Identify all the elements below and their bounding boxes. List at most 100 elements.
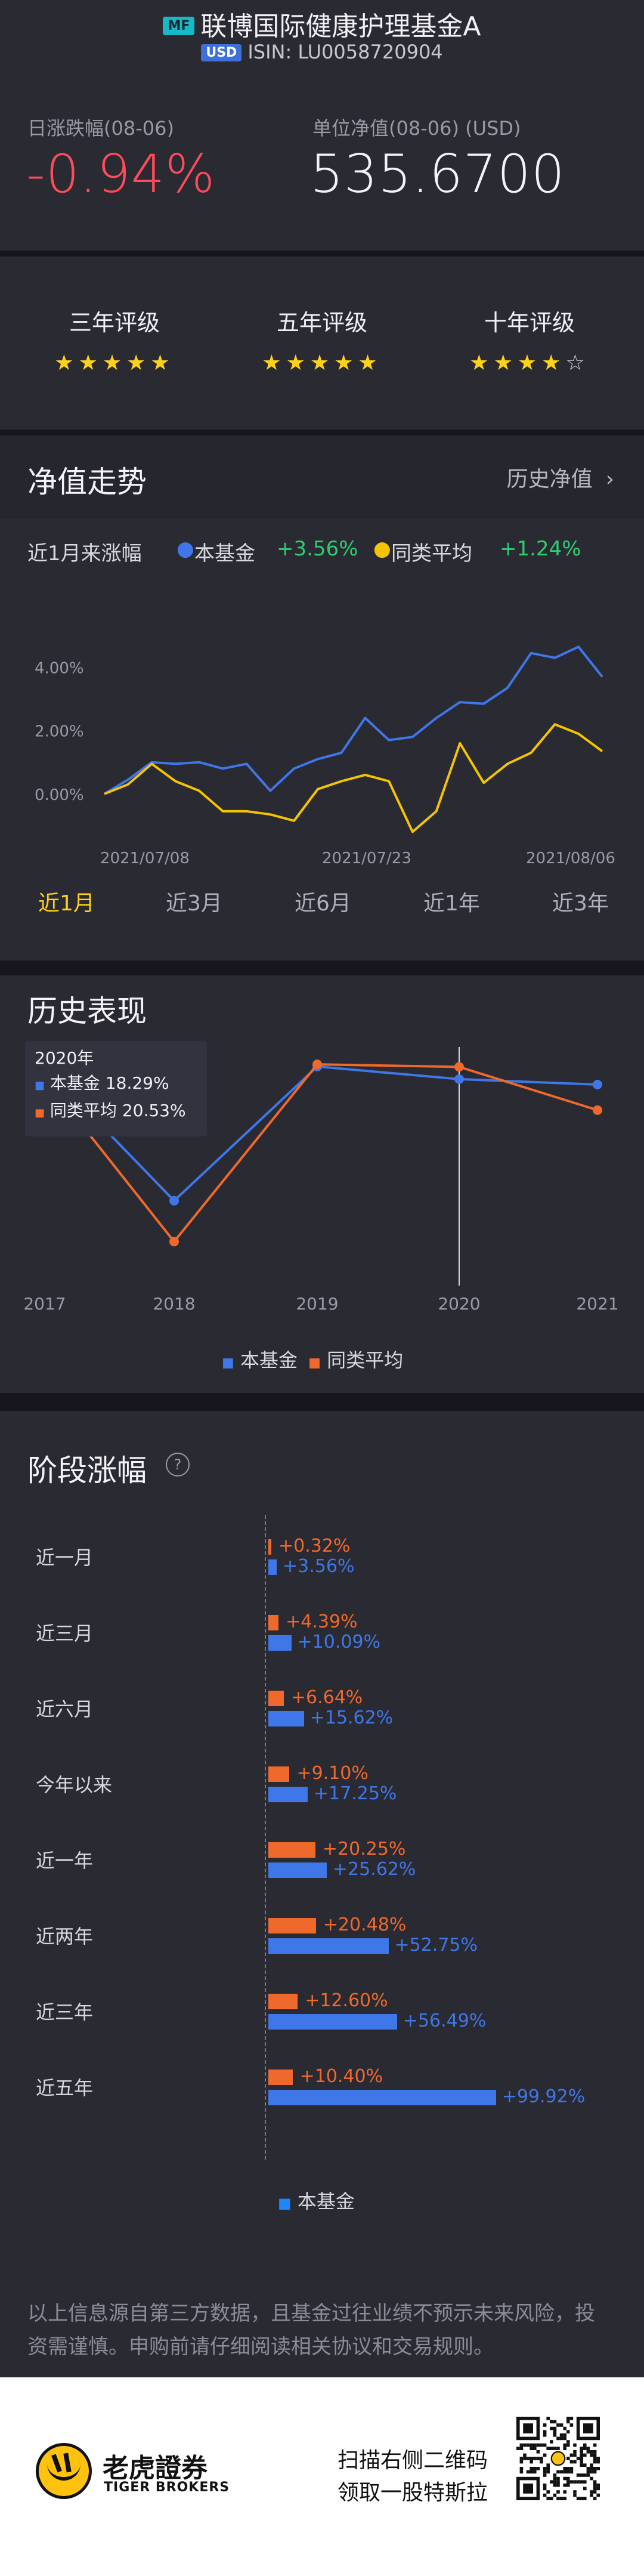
x-tick-label: 2021 xyxy=(576,1294,618,1314)
qr-module xyxy=(550,2497,553,2500)
fund-point xyxy=(593,1080,602,1089)
qr-module xyxy=(576,2473,580,2477)
qr-module xyxy=(543,2493,547,2497)
qr-module xyxy=(553,2420,557,2424)
help-icon[interactable]: ? xyxy=(166,1453,190,1477)
qr-module xyxy=(566,2457,570,2460)
peer-value: +12.60% xyxy=(305,1990,388,2011)
star-filled-icon: ★ xyxy=(78,351,103,375)
peer-value: +20.25% xyxy=(322,1839,406,1860)
qr-module xyxy=(580,2447,583,2450)
daily-change-value: -0.94% xyxy=(26,143,216,205)
qr-module xyxy=(526,2470,530,2474)
x-tick-label: 2018 xyxy=(153,1294,195,1314)
qr-module xyxy=(596,2487,600,2491)
qr-module xyxy=(580,2460,583,2464)
qr-module xyxy=(519,2447,524,2450)
qr-module xyxy=(566,2430,570,2433)
daily-change-label: 日涨跌幅(08-06) xyxy=(27,117,174,140)
qr-module xyxy=(569,2470,574,2474)
qr-module xyxy=(593,2487,597,2491)
legend-fund: 本基金 xyxy=(194,542,255,566)
qr-module xyxy=(553,2430,557,2433)
qr-module xyxy=(543,2487,547,2491)
fund-bar xyxy=(268,2014,397,2030)
qr-module xyxy=(550,2420,553,2424)
fund-title: 联博国际健康护理基金A xyxy=(200,11,481,42)
peer-point xyxy=(312,1060,322,1070)
qr-code-icon[interactable] xyxy=(516,2417,600,2500)
history-legend: ■ 本基金 ■ 同类平均 xyxy=(222,1349,404,1372)
qr-module xyxy=(550,2440,553,2444)
divider xyxy=(0,1393,644,1411)
divider xyxy=(0,960,644,975)
tab-1y[interactable]: 近1年 xyxy=(423,891,480,916)
qr-module xyxy=(536,2467,540,2470)
star-filled-icon: ★ xyxy=(469,351,494,375)
peer-bar xyxy=(268,1691,284,1706)
qr-module xyxy=(553,2433,557,2437)
qr-module xyxy=(533,2467,537,2470)
cta-line-2: 领取一股特斯拉 xyxy=(338,2481,488,2505)
qr-module xyxy=(556,2447,560,2450)
ratings-section: 三年评级 ★★★★★ 五年评级 ★★★★★ 十年评级 ★★★★☆ xyxy=(0,257,644,430)
qr-module xyxy=(580,2463,583,2467)
stage-legend: ■ 本基金 xyxy=(278,2190,355,2213)
fund-bar xyxy=(268,1635,292,1651)
qr-module xyxy=(583,2480,587,2484)
qr-module xyxy=(559,2436,564,2441)
qr-module xyxy=(553,2480,557,2484)
qr-module xyxy=(583,2487,587,2491)
history-section: 历史表现 2017 2018 2019 2020 2021 2020年 ■ 本基金 18… xyxy=(0,975,644,1393)
qr-finder xyxy=(523,2484,533,2494)
qr-module xyxy=(553,2426,557,2430)
qr-module xyxy=(590,2450,593,2454)
legend-peer: 同类平均 xyxy=(391,542,472,566)
qr-module xyxy=(543,2453,547,2457)
qr-module xyxy=(590,2493,593,2497)
qr-module xyxy=(546,2467,550,2470)
qr-module xyxy=(523,2453,527,2457)
divider xyxy=(0,251,644,257)
qr-module xyxy=(540,2457,543,2460)
qr-module xyxy=(533,2457,537,2460)
qr-module xyxy=(543,2470,547,2474)
qr-module xyxy=(553,2476,557,2481)
qr-module xyxy=(556,2470,560,2474)
tab-3m[interactable]: 近3月 xyxy=(166,891,222,916)
peer-bar xyxy=(268,1994,298,2009)
rating-10y-stars: ★★★★☆ xyxy=(440,351,619,375)
peer-value: +4.39% xyxy=(286,1611,358,1632)
tab-6m[interactable]: 近6月 xyxy=(295,891,351,916)
star-filled-icon: ★ xyxy=(309,351,335,375)
history-nav-link[interactable]: 历史净值 › xyxy=(506,467,614,492)
mf-badge: MF xyxy=(163,16,195,35)
disclaimer: 以上信息源自第三方数据，且基金过往业绩不预示未来风险，投资需谨慎。申购前请仔细阅… xyxy=(27,2302,595,2359)
tab-1m[interactable]: 近1月 xyxy=(38,891,95,916)
qr-module xyxy=(536,2457,540,2460)
peer-bar xyxy=(268,1918,316,1933)
peer-value: +0.32% xyxy=(278,1536,351,1556)
qr-module xyxy=(563,2497,566,2500)
peer-bar xyxy=(268,1842,315,1858)
cta-line-1: 扫描右侧二维码 xyxy=(338,2448,488,2473)
qr-module xyxy=(563,2484,566,2487)
x-tick-label: 2017 xyxy=(23,1294,66,1314)
qr-module xyxy=(573,2460,577,2464)
fund-value: +3.56% xyxy=(283,1556,355,1577)
qr-module xyxy=(583,2463,587,2467)
tab-3y[interactable]: 近3年 xyxy=(552,891,609,916)
qr-module xyxy=(519,2443,524,2447)
qr-module xyxy=(519,2467,524,2470)
qr-module xyxy=(573,2443,577,2447)
qr-module xyxy=(530,2457,533,2460)
fund-square-icon: ■ xyxy=(35,1079,45,1092)
qr-module xyxy=(533,2443,537,2447)
qr-module xyxy=(583,2443,587,2447)
fund-value: +17.25% xyxy=(313,1783,397,1804)
qr-module xyxy=(596,2467,600,2470)
stage-returns-section: 阶段涨幅 ? 近一月 +0.32% +3.56% 近三月 +4.39% +10.09% 近六… xyxy=(0,1411,644,2377)
qr-module xyxy=(523,2443,527,2447)
star-filled-icon: ★ xyxy=(102,351,127,375)
y-tick-label: 4.00% xyxy=(35,660,84,678)
